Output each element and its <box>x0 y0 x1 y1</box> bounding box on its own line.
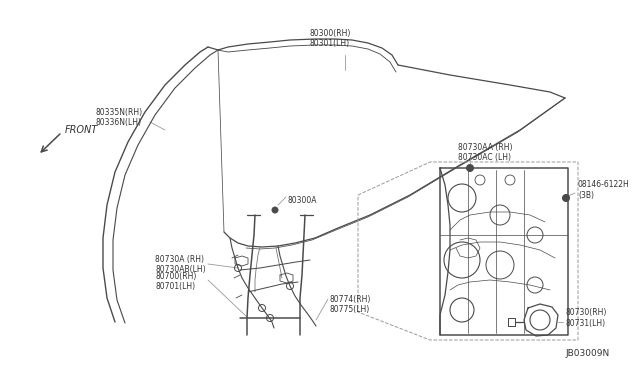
Text: 80700(RH)
80701(LH): 80700(RH) 80701(LH) <box>155 272 196 291</box>
Text: 80730A (RH)
80730AB(LH): 80730A (RH) 80730AB(LH) <box>155 255 205 275</box>
Text: 80774(RH)
80775(LH): 80774(RH) 80775(LH) <box>330 295 371 314</box>
Text: 80335N(RH)
80336N(LH): 80335N(RH) 80336N(LH) <box>95 108 142 127</box>
Text: FRONT: FRONT <box>65 125 99 135</box>
Circle shape <box>467 164 474 171</box>
Circle shape <box>563 195 570 202</box>
Text: 08146-6122H
(3B): 08146-6122H (3B) <box>578 180 630 200</box>
Text: 80730(RH)
80731(LH): 80730(RH) 80731(LH) <box>565 308 606 328</box>
Text: 80300A: 80300A <box>288 196 317 205</box>
Text: JB03009N: JB03009N <box>566 349 610 358</box>
Text: 80300(RH)
80301(LH): 80300(RH) 80301(LH) <box>310 29 351 48</box>
Text: 80730AA (RH)
80730AC (LH): 80730AA (RH) 80730AC (LH) <box>458 143 513 163</box>
Circle shape <box>272 207 278 213</box>
